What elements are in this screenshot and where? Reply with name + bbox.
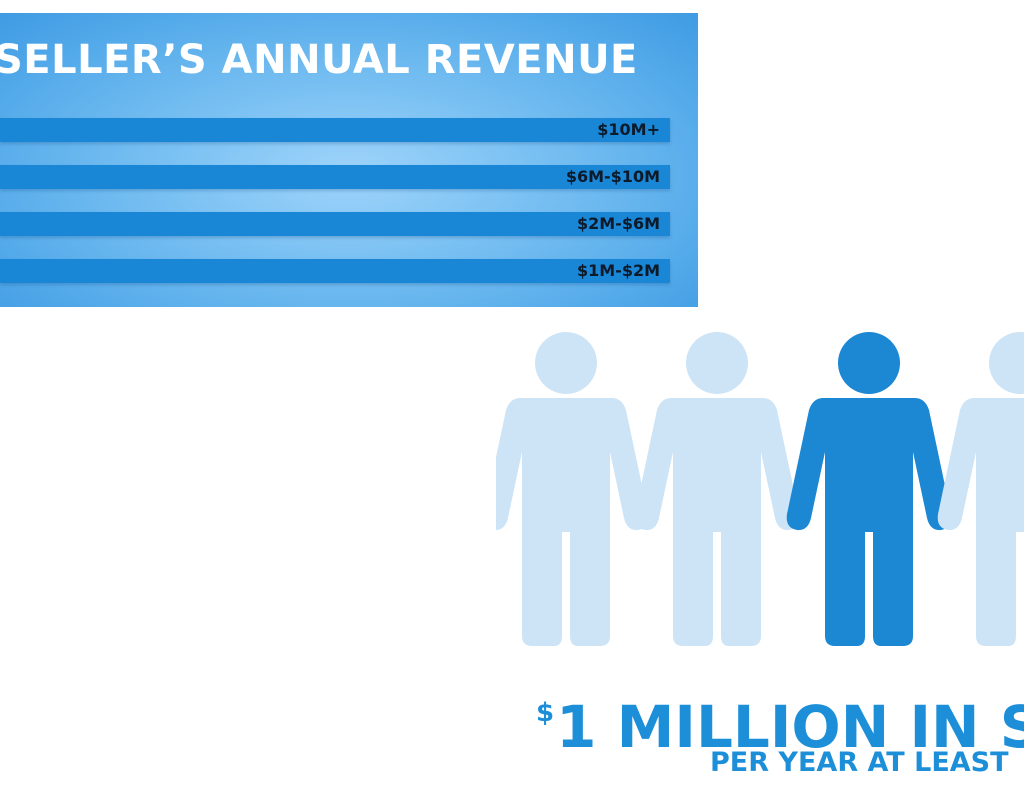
revenue-bar-1m-2m: $1M-$2M xyxy=(0,259,670,283)
person-icon xyxy=(634,332,800,646)
revenue-bar-10m-plus: $10M+ xyxy=(0,118,670,142)
revenue-bar-label: $6M-$10M xyxy=(565,167,660,186)
revenue-bar-label: $2M-$6M xyxy=(576,214,660,233)
person-icon xyxy=(496,332,649,646)
revenue-bar-6m-10m: $6M-$10M xyxy=(0,165,670,189)
people-panel: $1 MILLION IN S PER YEAR AT LEAST xyxy=(496,318,1024,800)
person-icon xyxy=(937,332,1024,646)
revenue-panel: SELLER’S ANNUAL REVENUE $10M+ $6M-$10M $… xyxy=(0,13,698,307)
revenue-bar-label: $10M+ xyxy=(597,120,660,139)
headline-currency: $ xyxy=(536,698,555,728)
headline: $1 MILLION IN S xyxy=(536,678,1024,762)
people-figures xyxy=(496,332,1024,646)
headline-text: 1 MILLION IN S xyxy=(556,693,1024,761)
revenue-bar-label: $1M-$2M xyxy=(576,261,660,280)
revenue-title: SELLER’S ANNUAL REVENUE xyxy=(0,37,638,83)
revenue-bar-2m-6m: $2M-$6M xyxy=(0,212,670,236)
person-icon-highlighted xyxy=(786,332,952,646)
subline: PER YEAR AT LEAST xyxy=(710,747,1009,778)
